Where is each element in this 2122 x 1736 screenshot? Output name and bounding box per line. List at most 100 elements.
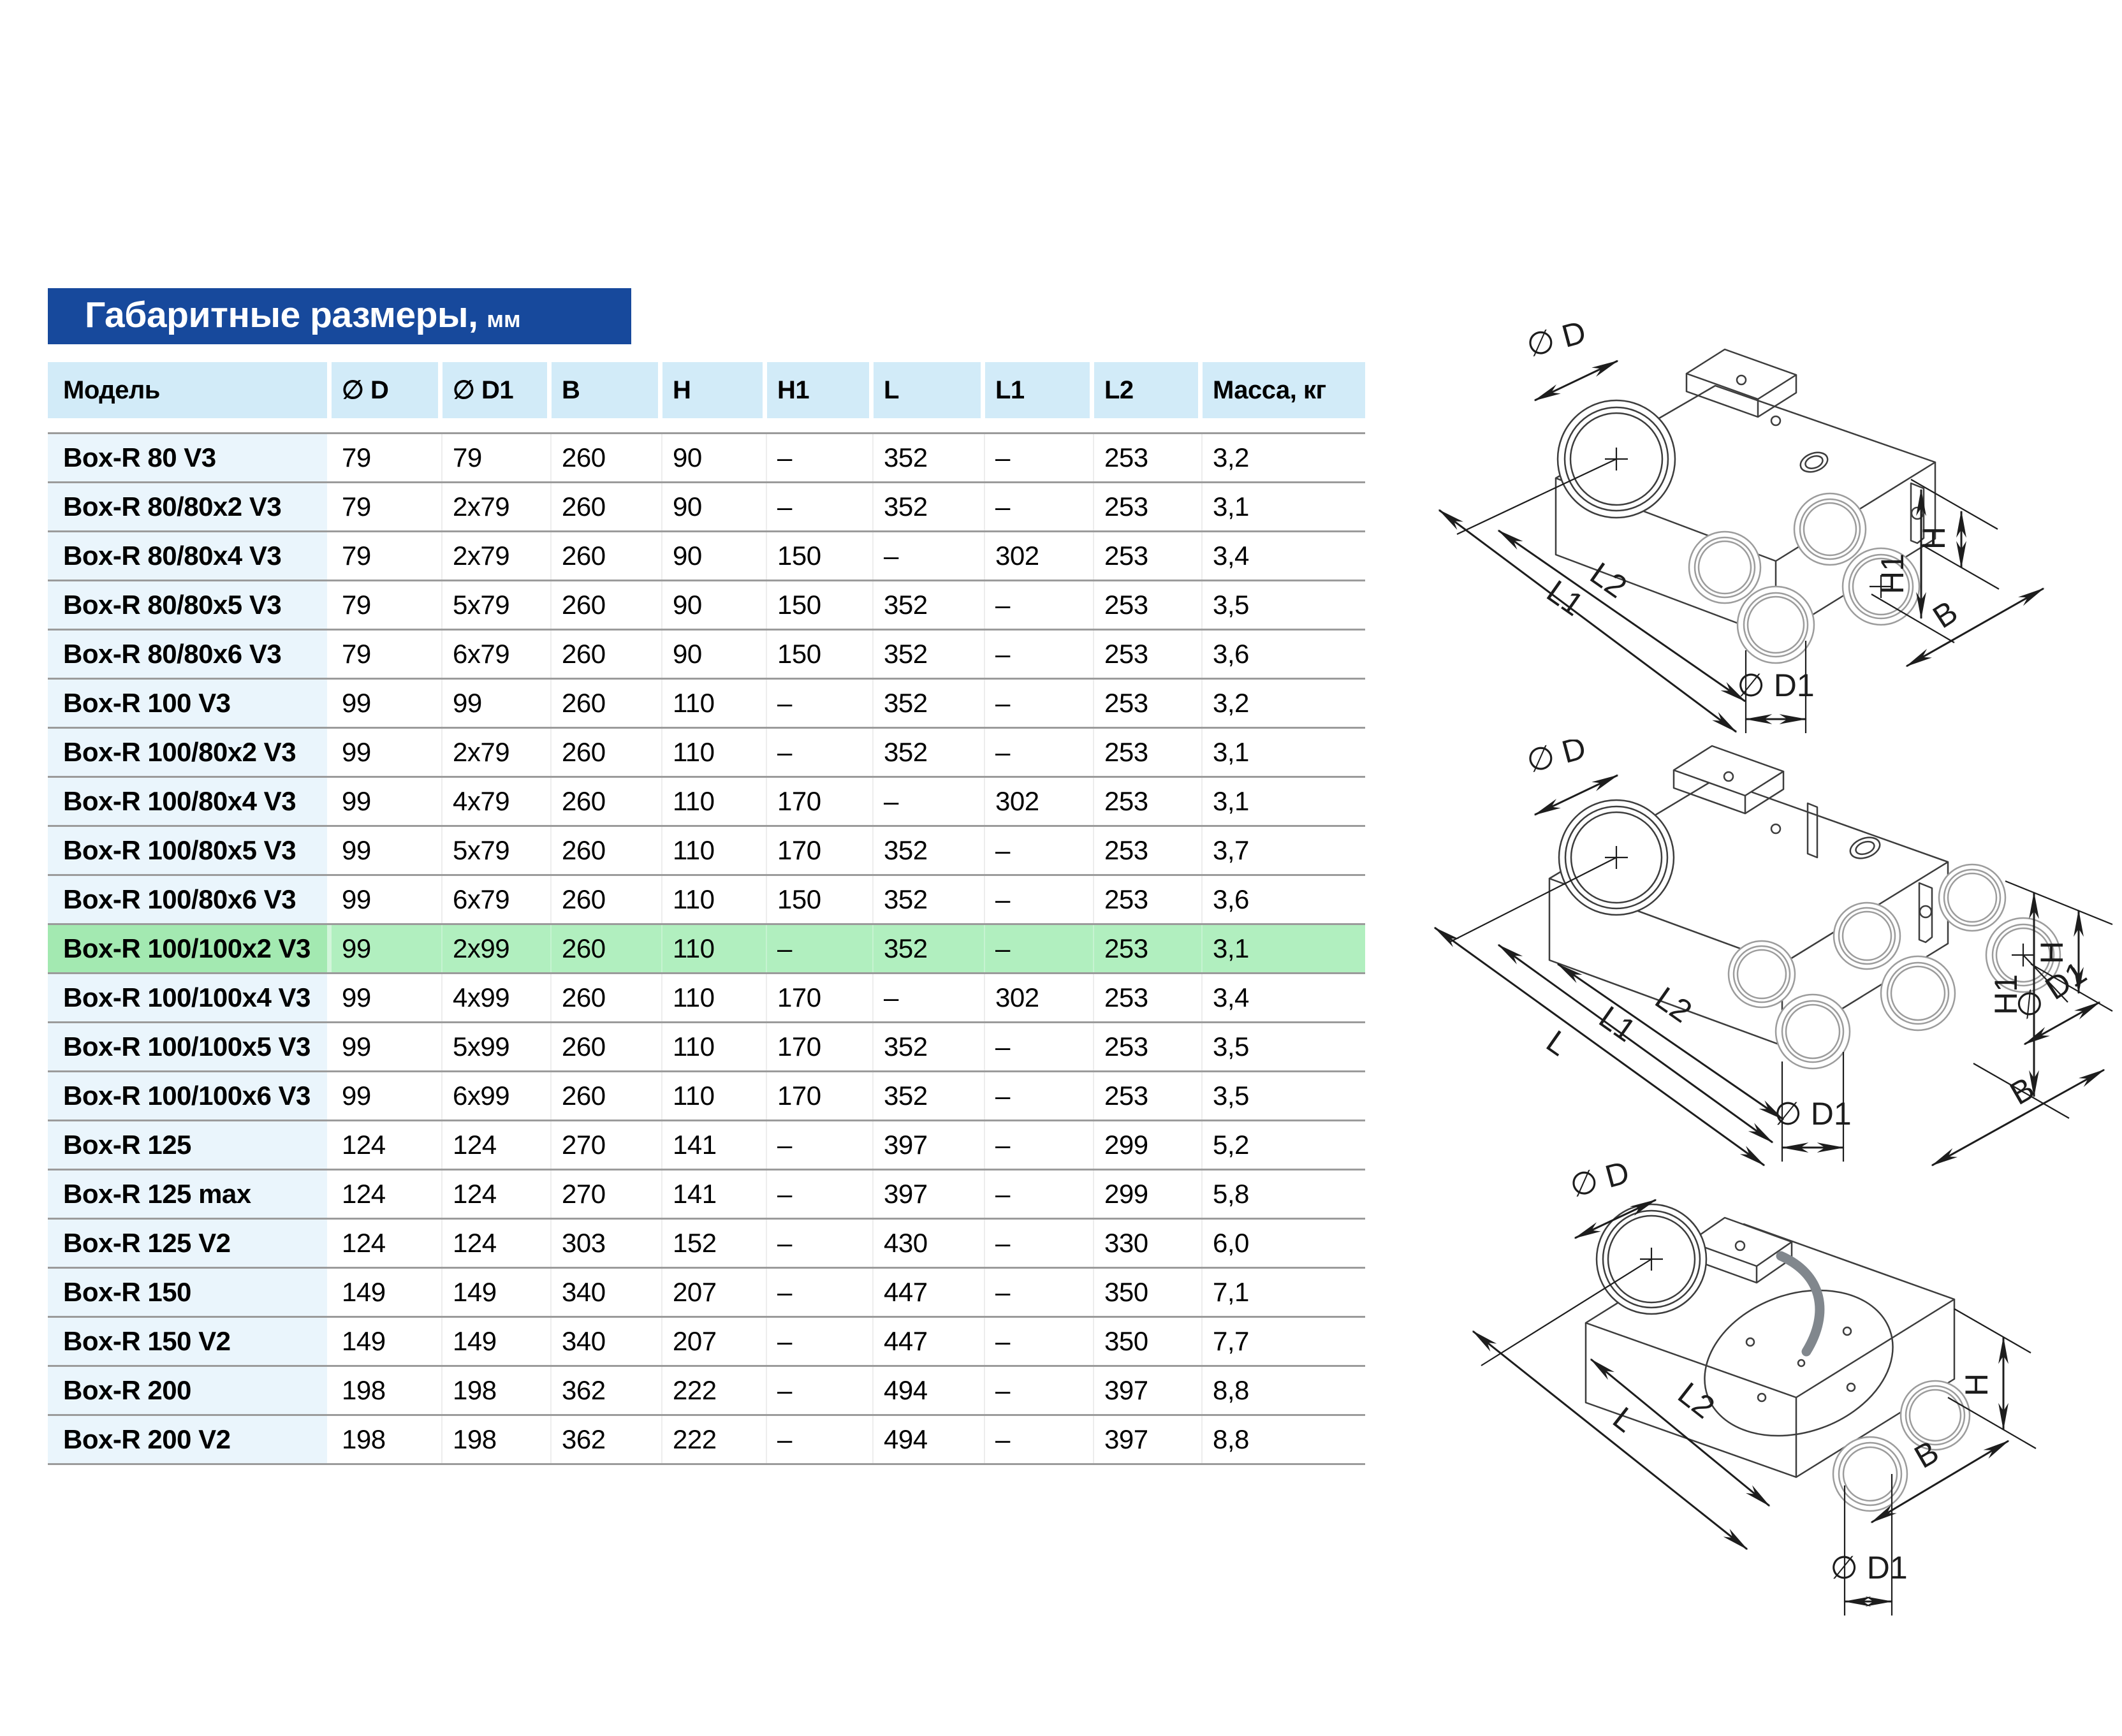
cell-model: Box-R 80/80x6 V3 (48, 631, 332, 678)
dim-label-d: ∅ D (1566, 1160, 1633, 1204)
dim-label-h: H (1959, 1373, 1994, 1396)
page-title: Габаритные размеры, мм (48, 288, 631, 344)
cell-model: Box-R 125 max (48, 1171, 332, 1218)
cell-value: 6,0 (1203, 1220, 1365, 1267)
table-row: Box-R 150 V2 149 149 340 207–447–350 7,7 (48, 1316, 1365, 1365)
side-port-1 (1456, 399, 1676, 535)
cell-model: Box-R 200 (48, 1367, 332, 1414)
column-header-4: H (662, 362, 767, 418)
cell-value: – (985, 1318, 1094, 1365)
cell-value: 5,8 (1203, 1171, 1365, 1218)
cell-value: 79 (443, 434, 552, 481)
cell-value: 3,1 (1203, 729, 1365, 776)
cell-value: 2x79 (443, 532, 552, 580)
cell-model: Box-R 80/80x4 V3 (48, 532, 332, 580)
cell-value: 352 (874, 483, 985, 530)
cell-value: 260 (552, 631, 662, 678)
cell-value: 302 (985, 532, 1094, 580)
cell-value: 198 (443, 1367, 552, 1414)
cell-value: 124 (332, 1121, 443, 1169)
cell-value: 99 (332, 778, 443, 825)
table-row: Box-R 100/80x6 V3 99 6x79 260 110 150 352–253 3… (48, 874, 1365, 923)
cell-value: 352 (874, 876, 985, 923)
cell-value: 99 (332, 1072, 443, 1120)
cell-model: Box-R 125 (48, 1121, 332, 1169)
cell-value: 260 (552, 1023, 662, 1070)
cell-value: 5x79 (443, 827, 552, 874)
cell-value: 6x79 (443, 631, 552, 678)
table-row: Box-R 100/100x6 V3 99 6x99 260 110 170 352–253… (48, 1070, 1365, 1120)
cell-value: 330 (1094, 1220, 1203, 1267)
cell-value: 4x99 (443, 974, 552, 1021)
cell-value: 352 (874, 631, 985, 678)
cell-value: 6x79 (443, 876, 552, 923)
cell-value: 352 (874, 581, 985, 629)
table-body: Box-R 80 V3 79 79 260 90–352–253 3,2 Box-R 80/… (48, 432, 1365, 1465)
cell-value: 3,4 (1203, 532, 1365, 580)
cell-value: 149 (443, 1269, 552, 1316)
technical-drawing-4-ports: ∅ D L2 L1 ∅ D1 H H1 B (1438, 319, 2045, 733)
cell-value: 352 (874, 1072, 985, 1120)
table-row: Box-R 200 198 198 362 222–494–397 8,8 (48, 1365, 1365, 1414)
cell-value: 110 (662, 1072, 767, 1120)
cell-model: Box-R 100/100x6 V3 (48, 1072, 332, 1120)
cell-value: 2x79 (443, 483, 552, 530)
cell-value: 110 (662, 974, 767, 1021)
cell-value: 99 (332, 680, 443, 727)
cell-model: Box-R 150 (48, 1269, 332, 1316)
cell-value: 260 (552, 680, 662, 727)
cell-value: 124 (443, 1220, 552, 1267)
side-port-2 (1449, 799, 1675, 943)
cell-value: 253 (1094, 974, 1203, 1021)
dim-label-l: L (1606, 1400, 1642, 1439)
cell-value: – (767, 1318, 874, 1365)
cell-model: Box-R 80/80x2 V3 (48, 483, 332, 530)
cell-value: 299 (1094, 1121, 1203, 1169)
cell-value: 149 (443, 1318, 552, 1365)
cell-value: 90 (662, 483, 767, 530)
cell-value: 253 (1094, 483, 1203, 530)
cell-value: – (985, 434, 1094, 481)
cell-value: 340 (552, 1269, 662, 1316)
cell-value: 253 (1094, 581, 1203, 629)
technical-drawing-6-ports: ∅ D L2 L1 L ∅ D1 ∅ D1 H H1 B (1433, 740, 2113, 1167)
dim-label-d: ∅ D (1523, 319, 1590, 364)
cell-value: 170 (767, 827, 874, 874)
technical-drawing-motor-plate: ∅ D L2 L ∅ D1 H B (1472, 1160, 2037, 1616)
cell-value: – (767, 1171, 874, 1218)
cell-value: 3,5 (1203, 581, 1365, 629)
dim-label-d1: ∅ D1 (1774, 1096, 1851, 1132)
cell-value: – (985, 680, 1094, 727)
cell-value: 270 (552, 1121, 662, 1169)
table-row: Box-R 100 V3 99 99 260 110–352–253 3,2 (48, 678, 1365, 727)
cell-value: 260 (552, 532, 662, 580)
dim-label-l2: L2 (1649, 980, 1699, 1030)
column-header-8: L2 (1094, 362, 1203, 418)
dim-label-h1: H1 (1988, 974, 2024, 1015)
cell-value: 99 (332, 1023, 443, 1070)
cell-value: 352 (874, 827, 985, 874)
cell-value: 99 (332, 974, 443, 1021)
cell-value: – (985, 1072, 1094, 1120)
cell-value: 198 (443, 1416, 552, 1463)
cell-value: – (985, 827, 1094, 874)
cell-value: 99 (332, 925, 443, 972)
table-row: Box-R 80/80x2 V3 79 2x79 260 90–352–253 3,1 (48, 481, 1365, 530)
column-header-9: Масса, кг (1203, 362, 1365, 418)
cell-value: 3,1 (1203, 778, 1365, 825)
dim-label-d1: ∅ D1 (1737, 667, 1814, 703)
cell-value: 253 (1094, 827, 1203, 874)
dim-label-l1: L1 (1593, 999, 1643, 1049)
cell-model: Box-R 80/80x5 V3 (48, 581, 332, 629)
cell-model: Box-R 100/80x4 V3 (48, 778, 332, 825)
cell-value: 110 (662, 827, 767, 874)
cell-value: 253 (1094, 631, 1203, 678)
cell-value: 253 (1094, 778, 1203, 825)
motor-plate (1704, 1289, 1894, 1437)
cell-value: – (767, 729, 874, 776)
cell-value: – (767, 434, 874, 481)
cell-value: 110 (662, 729, 767, 776)
cell-value: 397 (874, 1171, 985, 1218)
cell-value: 3,6 (1203, 876, 1365, 923)
table-row: Box-R 150 149 149 340 207–447–350 7,1 (48, 1267, 1365, 1316)
